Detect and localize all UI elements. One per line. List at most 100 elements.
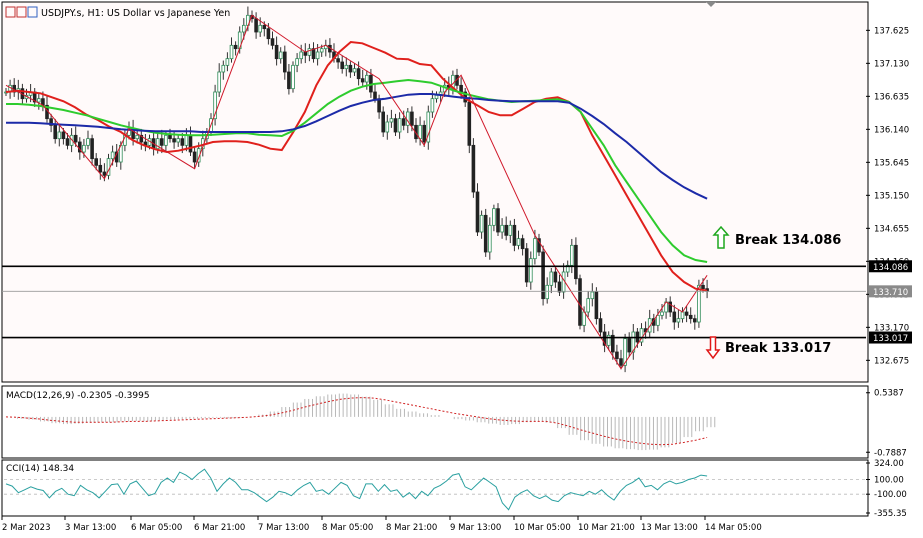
bear-candle <box>188 134 193 153</box>
price-tick-label: 137.625 <box>874 26 909 36</box>
macd-panel-frame[interactable] <box>1 385 869 459</box>
price-tick-label: 136.140 <box>874 125 909 135</box>
bull-candle <box>426 111 431 143</box>
time-tick-label: 3 Mar 13:00 <box>65 523 116 533</box>
bull-candle <box>299 51 303 60</box>
bear-candle <box>602 331 607 346</box>
bull-candle <box>315 51 320 60</box>
bear-candle <box>537 238 541 253</box>
bull-candle <box>295 58 299 66</box>
bear-candle <box>520 238 525 250</box>
header-icons <box>5 6 38 18</box>
scroll-marker-icon[interactable] <box>706 2 716 7</box>
bear-candle <box>311 48 316 60</box>
time-tick-label: 13 Mar 13:00 <box>641 523 698 533</box>
bull-candle <box>492 208 496 226</box>
bear-candle <box>611 334 615 353</box>
level-price-label: 134.086 <box>873 263 908 273</box>
bull-candle <box>184 134 189 146</box>
bear-candle <box>254 18 258 33</box>
bear-candle <box>471 144 476 193</box>
bull-candle <box>418 124 422 140</box>
bull-candle <box>479 214 484 233</box>
bull-candle <box>176 138 181 143</box>
chart-window-icon[interactable] <box>5 6 16 18</box>
bull-candle <box>164 134 168 146</box>
bear-candle <box>393 118 398 133</box>
bear-candle <box>274 44 279 60</box>
chart-settings-icon[interactable] <box>27 6 38 18</box>
bear-candle <box>688 314 693 320</box>
bear-candle <box>578 278 582 326</box>
price-tick-label: 134.655 <box>874 224 909 234</box>
bear-candle <box>701 284 705 290</box>
bear-candle <box>504 224 508 236</box>
bear-candle <box>49 118 53 126</box>
bear-candle <box>180 138 185 146</box>
bear-candle <box>672 311 677 323</box>
bear-candle <box>693 318 697 323</box>
bull-candle <box>278 51 283 60</box>
bull-candle <box>82 144 86 153</box>
bear-candle <box>483 214 488 253</box>
bear-candle <box>270 38 275 46</box>
bear-candle <box>594 291 599 320</box>
bull-candle <box>508 224 513 236</box>
bull-candle <box>364 74 369 83</box>
main-panel-frame[interactable] <box>1 1 869 383</box>
bear-candle <box>377 98 381 113</box>
bear-candle <box>53 124 57 140</box>
bear-candle <box>524 248 529 283</box>
bull-candle <box>656 314 660 326</box>
time-tick-label: 7 Mar 13:00 <box>258 523 309 533</box>
bull-candle <box>291 64 295 90</box>
bear-candle <box>422 124 426 143</box>
chart-grid-icon[interactable] <box>16 6 27 18</box>
bull-candle <box>258 24 262 33</box>
bull-candle <box>590 291 595 300</box>
cci-line <box>5 468 708 511</box>
bear-candle <box>574 244 578 280</box>
bear-candle <box>401 118 406 126</box>
price-tick-label: 137.130 <box>874 59 909 69</box>
bear-candle <box>356 68 361 80</box>
cci-tick-label: 324.00 <box>874 459 904 469</box>
bear-candle <box>512 224 517 246</box>
macd-indicator: 0.5387 -0.7887 <box>5 389 907 458</box>
time-tick-label: 8 Mar 21:00 <box>386 523 437 533</box>
bull-candle <box>697 284 701 323</box>
bull-candle <box>86 138 90 146</box>
bear-candle <box>619 358 623 366</box>
bear-candle <box>98 164 103 173</box>
zigzag-line <box>5 14 708 370</box>
bull-candle <box>225 58 230 66</box>
level-price-tag <box>869 331 912 344</box>
cci-tick-label: 100.00 <box>874 475 904 485</box>
bull-candle <box>221 64 226 73</box>
bear-candle <box>381 111 385 133</box>
time-tick-label: 6 Mar 05:00 <box>131 523 182 533</box>
current-price-label: 133.710 <box>873 288 908 298</box>
bear-candle <box>459 84 463 93</box>
levels: 134.086 133.017 133.710 <box>2 260 912 344</box>
cci-indicator: 324.00 100.00 -100.00 -355.35 <box>4 459 907 519</box>
bull-candle <box>155 138 160 150</box>
bear-candle <box>94 158 99 166</box>
time-tick-label: 8 Mar 05:00 <box>322 523 373 533</box>
time-tick-label: 10 Mar 05:00 <box>514 523 571 533</box>
bear-candle <box>373 91 377 100</box>
bear-candle <box>73 134 78 143</box>
bear-candle <box>475 191 480 233</box>
bull-candle <box>135 134 140 140</box>
bear-candle <box>90 138 94 160</box>
bear-candle <box>627 338 631 353</box>
bull-candle <box>570 244 574 266</box>
bear-candle <box>348 64 353 73</box>
bear-candle <box>598 318 603 333</box>
arrow-up-icon <box>712 225 730 249</box>
bull-candle <box>529 258 533 283</box>
bull-candle <box>606 334 611 346</box>
bear-candle <box>668 301 672 313</box>
macd-tick-label: 0.5387 <box>874 389 904 399</box>
bull-candle <box>500 224 504 233</box>
